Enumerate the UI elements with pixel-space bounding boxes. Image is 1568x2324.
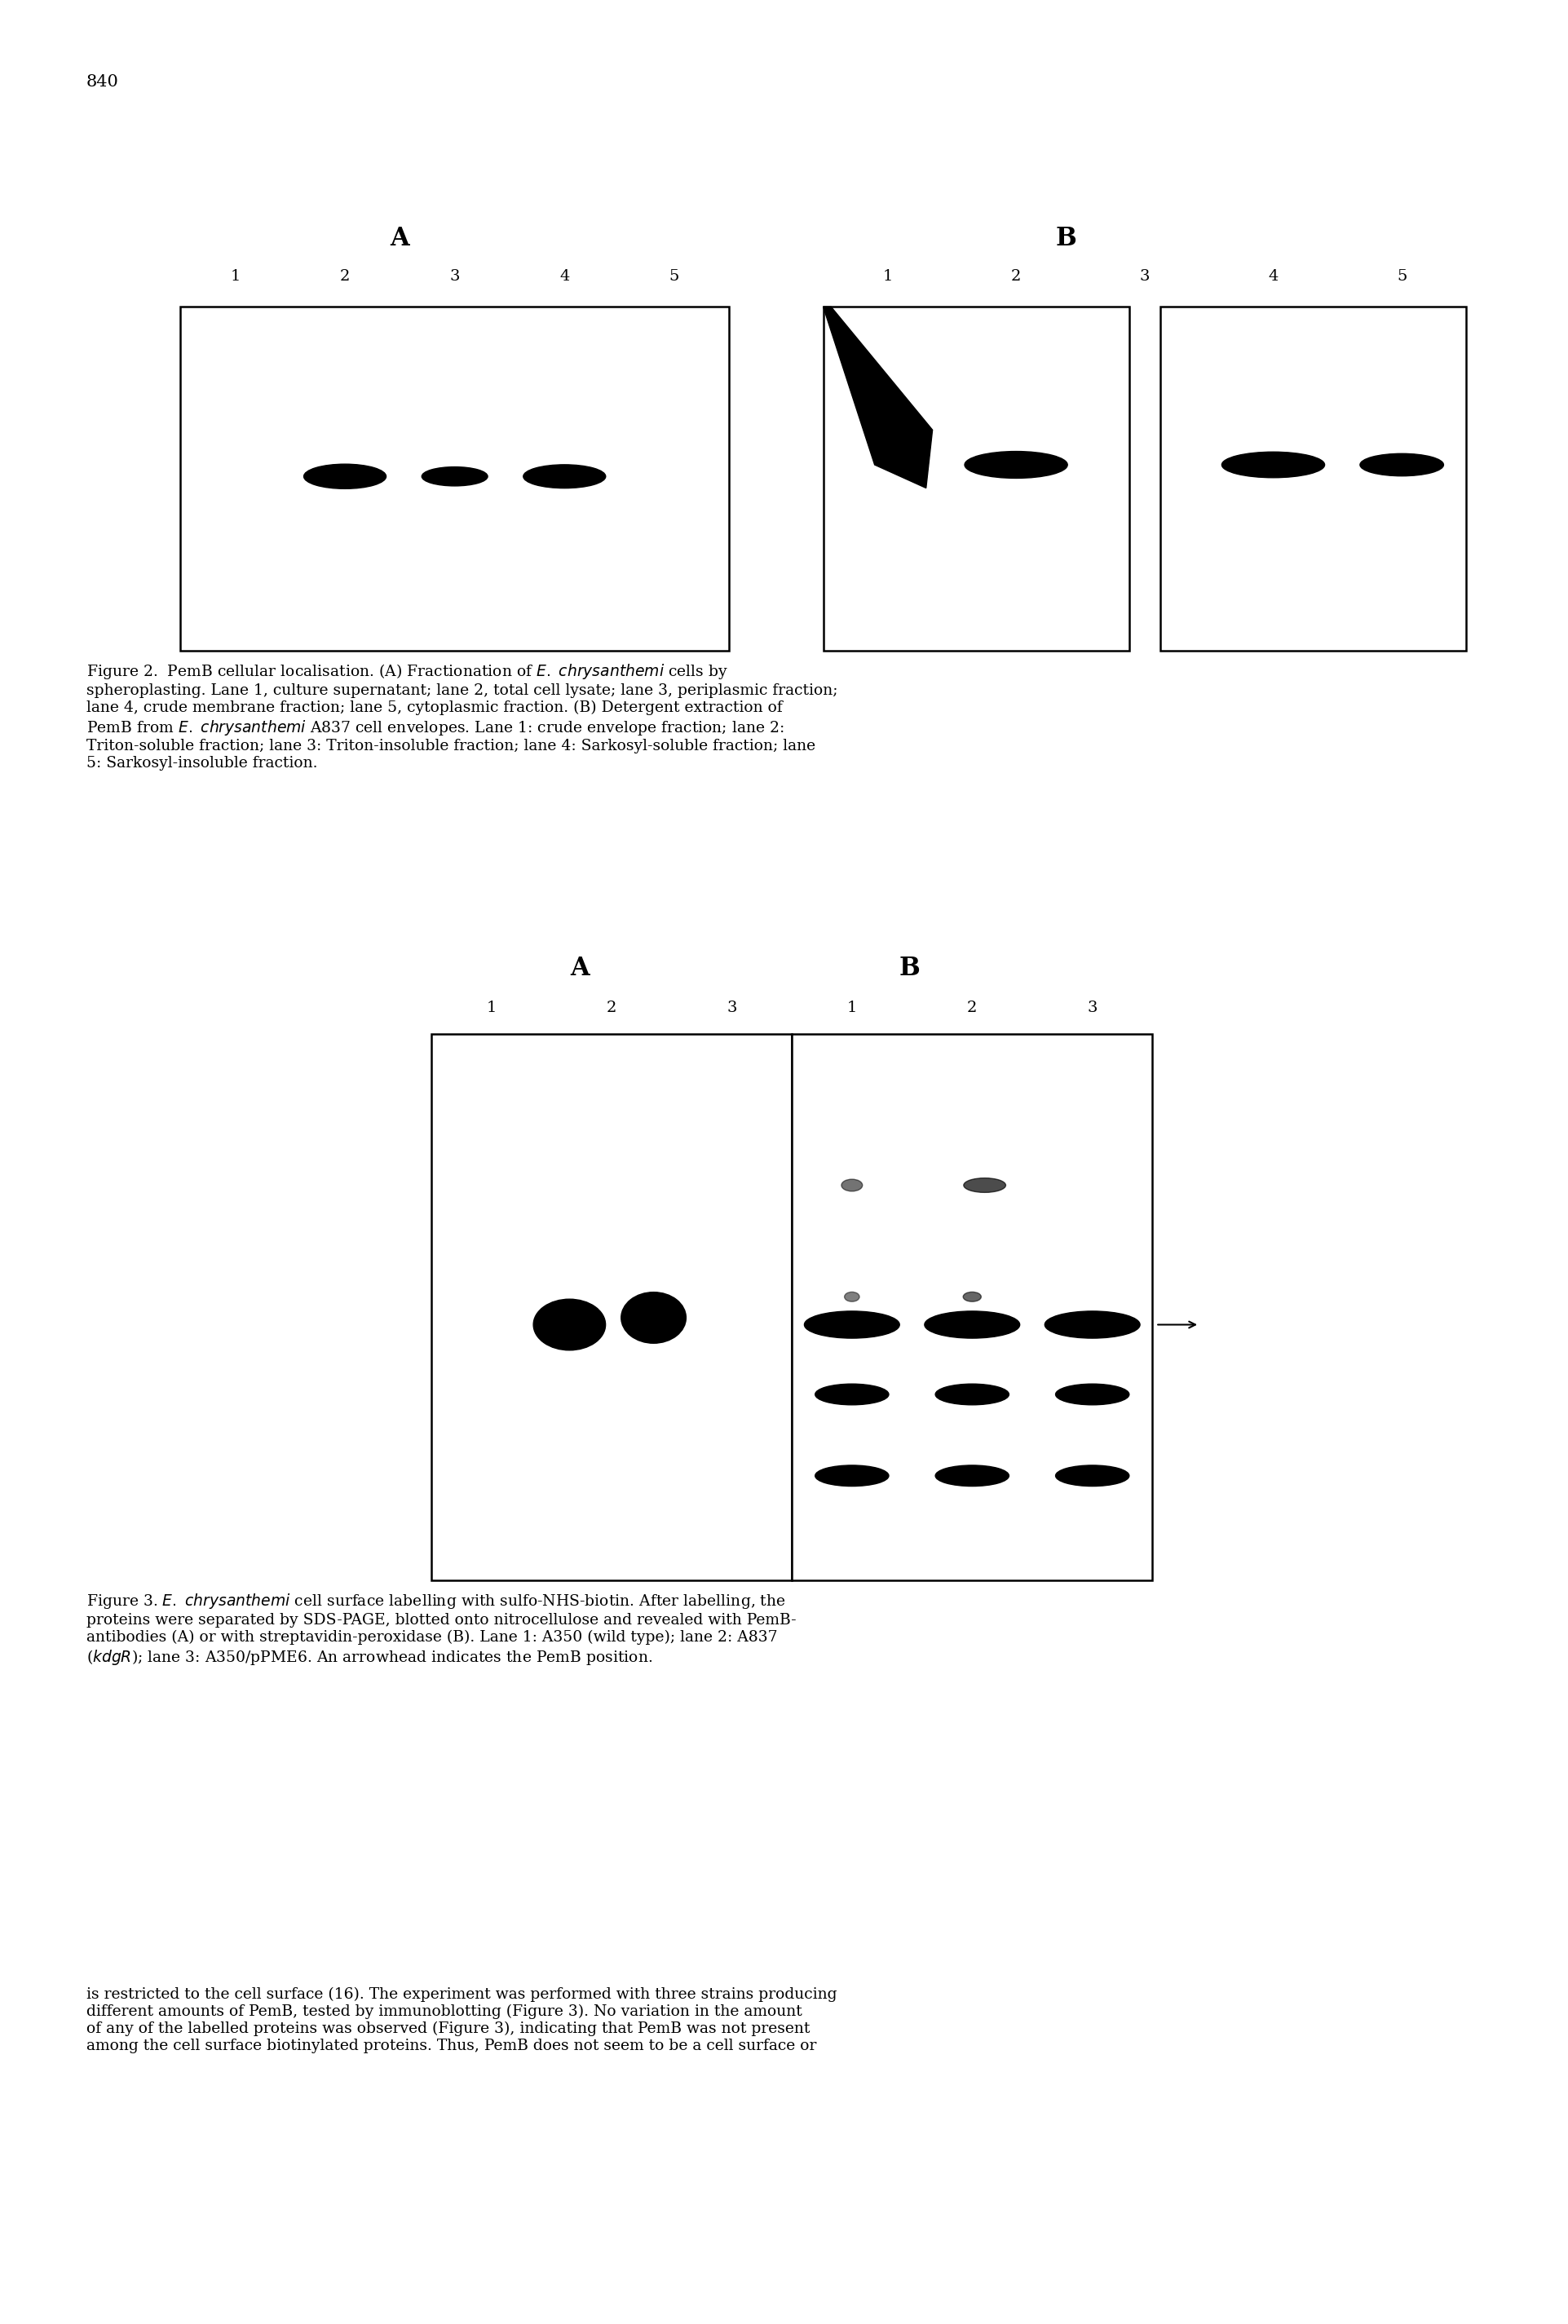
Bar (823, 307, 1129, 651)
Text: 5: 5 (1397, 270, 1406, 284)
Ellipse shape (1055, 1385, 1129, 1404)
Ellipse shape (1044, 1311, 1140, 1339)
Text: 840: 840 (86, 74, 119, 91)
Ellipse shape (963, 1292, 982, 1301)
Ellipse shape (936, 1385, 1008, 1404)
Text: Figure 2.  PemB cellular localisation. (A) Fractionation of $\it{E.\ chrysanthem: Figure 2. PemB cellular localisation. (A… (86, 662, 837, 772)
Ellipse shape (422, 467, 488, 486)
Ellipse shape (621, 1292, 687, 1343)
Text: 4: 4 (1269, 270, 1278, 284)
Text: 1: 1 (486, 1002, 497, 1016)
Text: 5: 5 (670, 270, 679, 284)
Ellipse shape (964, 1178, 1005, 1192)
Text: 1: 1 (230, 270, 240, 284)
Text: Figure 3. $\it{E.\ chrysanthemi}$ cell surface labelling with sulfo-NHS-biotin. : Figure 3. $\it{E.\ chrysanthemi}$ cell s… (86, 1592, 797, 1666)
Text: 2: 2 (967, 1002, 977, 1016)
Bar (180, 307, 729, 651)
Ellipse shape (815, 1385, 889, 1404)
Text: 4: 4 (560, 270, 569, 284)
Polygon shape (823, 307, 933, 488)
Ellipse shape (925, 1311, 1019, 1339)
Text: 1: 1 (847, 1002, 858, 1016)
Text: B: B (898, 955, 920, 981)
Text: 3: 3 (1087, 1002, 1098, 1016)
Ellipse shape (845, 1292, 859, 1301)
Text: 3: 3 (1140, 270, 1149, 284)
Bar (1160, 307, 1466, 651)
Text: is restricted to the cell surface (16). The experiment was performed with three : is restricted to the cell surface (16). … (86, 1987, 837, 2054)
Text: A: A (390, 225, 409, 251)
Text: 2: 2 (1011, 270, 1021, 284)
Text: 2: 2 (340, 270, 350, 284)
Ellipse shape (304, 465, 386, 488)
Ellipse shape (524, 465, 605, 488)
Bar (792, 1034, 1152, 1580)
Text: 3: 3 (450, 270, 459, 284)
Ellipse shape (804, 1311, 900, 1339)
Ellipse shape (842, 1178, 862, 1192)
Bar (431, 1034, 792, 1580)
Text: B: B (1055, 225, 1077, 251)
Text: 1: 1 (883, 270, 892, 284)
Ellipse shape (533, 1299, 605, 1350)
Text: 2: 2 (607, 1002, 616, 1016)
Ellipse shape (936, 1466, 1008, 1485)
Ellipse shape (815, 1466, 889, 1485)
Ellipse shape (1221, 451, 1325, 479)
Ellipse shape (1055, 1466, 1129, 1485)
Text: A: A (571, 955, 590, 981)
Text: 3: 3 (726, 1002, 737, 1016)
Ellipse shape (1359, 453, 1444, 476)
Ellipse shape (964, 451, 1068, 479)
